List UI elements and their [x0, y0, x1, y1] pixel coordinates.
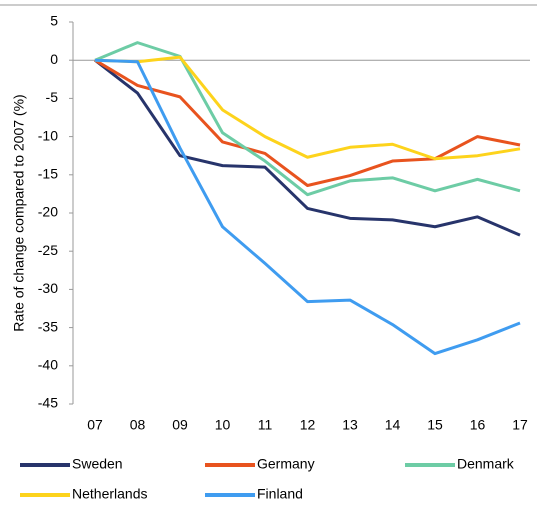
x-tick-label: 12: [300, 417, 316, 433]
x-tick-label: 15: [427, 417, 443, 433]
legend-label: Finland: [257, 486, 303, 502]
legend-label: Sweden: [72, 456, 123, 472]
y-tick-label: -5: [46, 89, 59, 105]
y-tick-label: -15: [38, 166, 58, 182]
y-axis-label: Rate of change compared to 2007 (%): [11, 94, 27, 331]
y-tick-label: -10: [38, 127, 58, 143]
y-tick-label: 5: [50, 13, 58, 29]
legend-label: Germany: [257, 456, 315, 472]
series-line: [94, 59, 521, 237]
x-tick-label: 14: [385, 417, 401, 433]
series-line: [94, 58, 521, 356]
y-tick-label: 0: [50, 51, 58, 67]
legend-label: Denmark: [457, 456, 515, 472]
x-tick-label: 13: [342, 417, 358, 433]
series-line: [94, 58, 521, 187]
x-tick-label: 17: [512, 417, 528, 433]
x-tick-label: 11: [258, 417, 273, 433]
y-tick-label: -40: [38, 357, 58, 373]
y-tick-label: -30: [38, 280, 58, 296]
x-tick-label: 16: [470, 417, 486, 433]
series-line: [94, 41, 521, 197]
x-tick-label: 07: [87, 417, 103, 433]
x-tick-label: 08: [130, 417, 146, 433]
x-tick-label: 10: [215, 417, 231, 433]
y-tick-label: -35: [38, 318, 58, 334]
y-tick-label: -45: [38, 395, 58, 411]
y-tick-label: -25: [38, 242, 58, 258]
legend-label: Netherlands: [72, 486, 148, 502]
series-line: [94, 55, 521, 161]
y-tick-label: -20: [38, 204, 58, 220]
x-tick-label: 09: [172, 417, 188, 433]
